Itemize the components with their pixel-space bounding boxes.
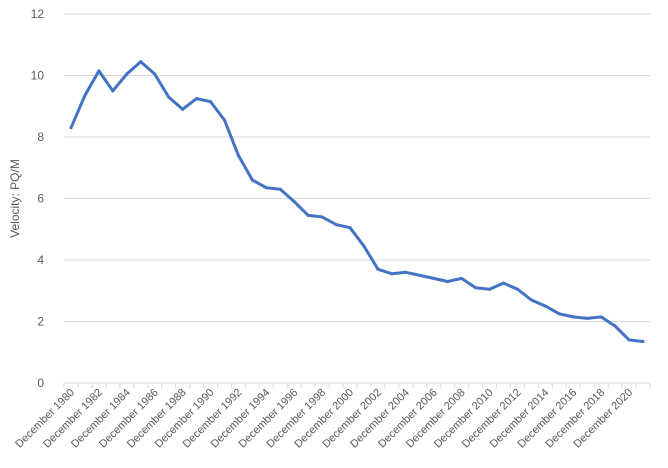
data-point <box>585 316 589 320</box>
y-tick-label: 4 <box>37 253 44 267</box>
data-point <box>306 213 310 217</box>
data-point <box>460 276 464 280</box>
data-point <box>250 178 254 182</box>
data-point <box>515 287 519 291</box>
data-point <box>236 153 240 157</box>
data-point <box>641 339 645 343</box>
y-tick-label: 10 <box>31 69 45 83</box>
data-point <box>111 89 115 93</box>
y-axis-title: Velocity: PQ/M <box>8 159 22 238</box>
data-point <box>613 324 617 328</box>
data-point <box>488 287 492 291</box>
y-axis-ticks: 0 2 4 6 8 10 12 <box>31 7 45 390</box>
data-point <box>543 304 547 308</box>
data-point <box>320 215 324 219</box>
y-tick-label: 8 <box>37 130 44 144</box>
data-point <box>404 270 408 274</box>
data-point <box>278 187 282 191</box>
series-group <box>69 60 645 343</box>
y-tick-label: 12 <box>31 7 45 21</box>
data-point <box>125 72 129 76</box>
data-point <box>83 93 87 97</box>
data-point <box>209 100 212 104</box>
data-point <box>474 286 478 290</box>
data-point <box>362 244 366 248</box>
data-point <box>376 267 380 271</box>
data-point <box>69 126 73 130</box>
data-point <box>181 107 185 111</box>
data-point <box>418 273 422 277</box>
data-point <box>348 226 352 230</box>
data-point <box>557 312 561 316</box>
data-point <box>599 315 603 319</box>
data-point <box>432 276 436 280</box>
data-point <box>292 200 296 204</box>
y-tick-label: 2 <box>37 315 44 329</box>
series-line <box>69 60 645 343</box>
data-point <box>167 95 171 99</box>
data-point <box>97 69 101 73</box>
data-point <box>222 118 226 122</box>
data-point <box>264 186 268 190</box>
data-point <box>390 272 394 276</box>
data-point <box>139 60 143 64</box>
data-point <box>571 315 575 319</box>
data-point <box>529 298 533 302</box>
data-point <box>627 338 631 342</box>
data-point <box>334 223 338 227</box>
gridlines <box>64 13 650 322</box>
data-point <box>502 281 505 285</box>
data-point <box>153 72 157 76</box>
y-tick-label: 0 <box>37 376 44 390</box>
data-point <box>195 97 199 101</box>
data-point <box>446 280 450 284</box>
y-tick-label: 6 <box>37 192 44 206</box>
